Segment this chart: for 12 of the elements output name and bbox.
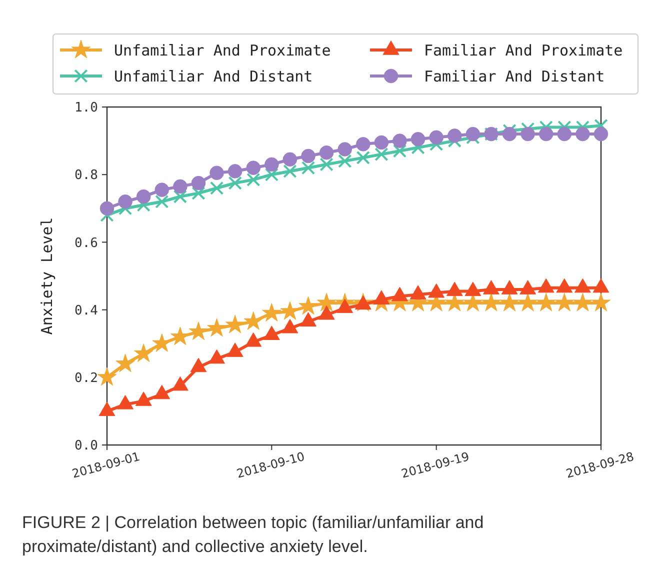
y-tick-label: 0.6 [74, 236, 98, 251]
legend-label: Unfamiliar And Distant [114, 67, 313, 86]
y-tick-label: 1.0 [74, 100, 98, 116]
legend-label: Familiar And Proximate [424, 41, 623, 60]
caption: FIGURE 2 | Correlation between topic (familiar/unfamiliar and proximate/distant) and collective anxiety level. [22, 513, 484, 556]
y-tick-label: 0.0 [74, 438, 98, 454]
y-axis-title: Anxiety Level [38, 217, 56, 335]
y-tick-label: 0.4 [74, 303, 98, 318]
y-tick-label: 0.2 [74, 370, 98, 386]
legend-label: Unfamiliar And Proximate [114, 41, 331, 60]
y-tick-label: 0.8 [74, 168, 98, 184]
legend-label: Familiar And Distant [424, 67, 605, 86]
